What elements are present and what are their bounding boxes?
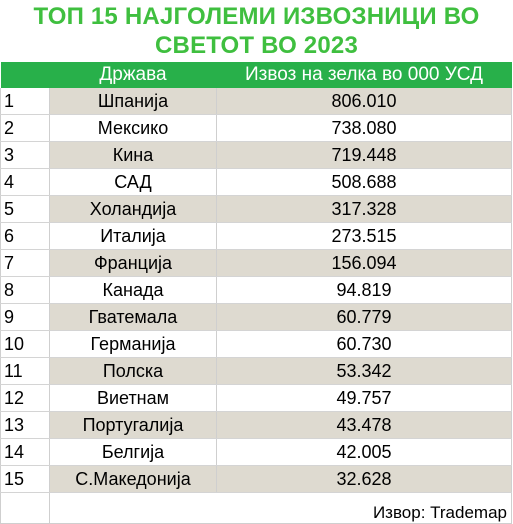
rank-cell: 11 — [0, 357, 50, 385]
country-cell: Франција — [49, 249, 217, 277]
table-row: 14 Белгија 42.005 — [0, 438, 512, 466]
value-cell: 317.328 — [216, 195, 512, 223]
rank-cell: 12 — [0, 384, 50, 412]
rank-cell: 3 — [0, 141, 50, 169]
value-cell: 32.628 — [216, 465, 512, 493]
header-country: Држава — [49, 62, 217, 88]
table-footer-row: Извор: Trademap — [0, 492, 512, 524]
value-cell: 738.080 — [216, 114, 512, 142]
chart-title: ТОП 15 НАЈГОЛЕМИ ИЗВОЗНИЦИ ВО СВЕТОТ ВО … — [0, 2, 513, 60]
table-row: 2 Мексико 738.080 — [0, 114, 512, 142]
country-cell: Кина — [49, 141, 217, 169]
value-cell: 156.094 — [216, 249, 512, 277]
value-cell: 42.005 — [216, 438, 512, 466]
rank-cell: 10 — [0, 330, 50, 358]
table-row: 3 Кина 719.448 — [0, 141, 512, 169]
table-row: 12 Виетнам 49.757 — [0, 384, 512, 412]
country-cell: Канада — [49, 276, 217, 304]
header-value: Извоз на зелка во 000 УСД — [216, 62, 512, 88]
rank-cell: 14 — [0, 438, 50, 466]
table-row: 11 Полска 53.342 — [0, 357, 512, 385]
value-cell: 806.010 — [216, 88, 512, 115]
table-row: 6 Италија 273.515 — [0, 222, 512, 250]
table-header-row: Држава Извоз на зелка во 000 УСД — [0, 62, 512, 88]
exporters-table: Држава Извоз на зелка во 000 УСД 1 Шпаниј… — [0, 62, 512, 524]
table-body: 1 Шпанија 806.010 2 Мексико 738.080 3 Кина 719.4… — [0, 88, 512, 493]
value-cell: 60.730 — [216, 330, 512, 358]
rank-cell: 6 — [0, 222, 50, 250]
value-cell: 43.478 — [216, 411, 512, 439]
table-row: 1 Шпанија 806.010 — [0, 88, 512, 115]
rank-cell: 1 — [0, 88, 50, 115]
country-cell: Белгија — [49, 438, 217, 466]
rank-cell: 15 — [0, 465, 50, 493]
country-cell: Мексико — [49, 114, 217, 142]
value-cell: 94.819 — [216, 276, 512, 304]
value-cell: 508.688 — [216, 168, 512, 196]
table-row: 7 Франција 156.094 — [0, 249, 512, 277]
table-row: 5 Холандија 317.328 — [0, 195, 512, 223]
value-cell: 60.779 — [216, 303, 512, 331]
country-cell: Виетнам — [49, 384, 217, 412]
country-cell: Шпанија — [49, 88, 217, 115]
rank-cell: 5 — [0, 195, 50, 223]
footer-empty-cell — [0, 492, 50, 524]
country-cell: С.Македонија — [49, 465, 217, 493]
rank-cell: 9 — [0, 303, 50, 331]
source-note: Извор: Trademap — [49, 492, 512, 524]
rank-cell: 4 — [0, 168, 50, 196]
header-rank — [0, 62, 50, 88]
table-row: 8 Канада 94.819 — [0, 276, 512, 304]
rank-cell: 13 — [0, 411, 50, 439]
rank-cell: 8 — [0, 276, 50, 304]
table-row: 10 Германија 60.730 — [0, 330, 512, 358]
country-cell: Германија — [49, 330, 217, 358]
country-cell: Гватемала — [49, 303, 217, 331]
chart-title-line-1: ТОП 15 НАЈГОЛЕМИ ИЗВОЗНИЦИ ВО — [33, 3, 480, 30]
table-row: 13 Португалија 43.478 — [0, 411, 512, 439]
exporters-table-container: Држава Извоз на зелка во 000 УСД 1 Шпаниј… — [0, 62, 513, 524]
table-row: 15 С.Македонија 32.628 — [0, 465, 512, 493]
value-cell: 49.757 — [216, 384, 512, 412]
table-row: 4 САД 508.688 — [0, 168, 512, 196]
country-cell: Португалија — [49, 411, 217, 439]
value-cell: 273.515 — [216, 222, 512, 250]
value-cell: 719.448 — [216, 141, 512, 169]
chart-title-line-2: СВЕТОТ ВО 2023 — [155, 32, 358, 59]
country-cell: Италија — [49, 222, 217, 250]
country-cell: САД — [49, 168, 217, 196]
country-cell: Полска — [49, 357, 217, 385]
rank-cell: 2 — [0, 114, 50, 142]
country-cell: Холандија — [49, 195, 217, 223]
value-cell: 53.342 — [216, 357, 512, 385]
rank-cell: 7 — [0, 249, 50, 277]
table-row: 9 Гватемала 60.779 — [0, 303, 512, 331]
